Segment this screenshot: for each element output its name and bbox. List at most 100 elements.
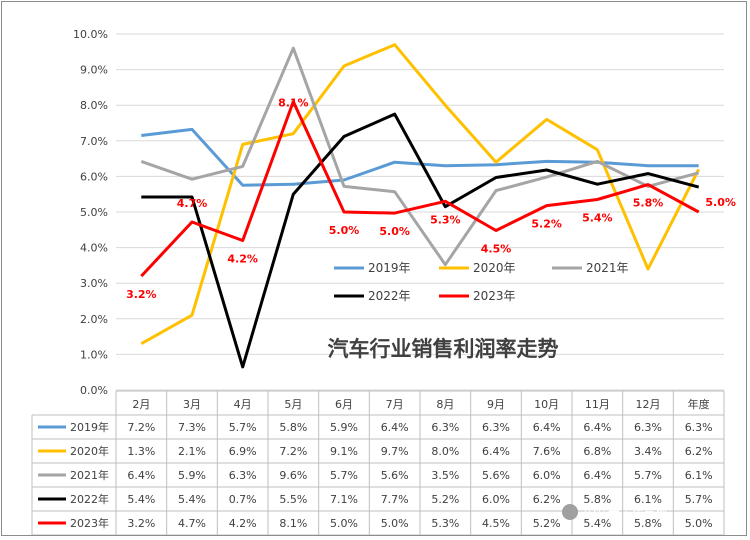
- table-cell: 5.4%: [178, 493, 206, 506]
- table-cell: 6.3%: [482, 421, 510, 434]
- category-label: 3月: [183, 398, 201, 411]
- profit-margin-chart: 0.0% 1.0% 2.0% 3.0% 4.0% 5.0% 6.0% 7.0% 8.0% 9.0%…: [31, 28, 736, 536]
- legend-label: 2022年: [368, 289, 411, 303]
- data-labels: 3.2% 4.7% 4.2% 8.1% 5.0% 5.0% 5.3% 4.5% 5.2% 5.4%…: [126, 97, 736, 301]
- legend-label: 2020年: [473, 261, 516, 275]
- table-cell: 5.9%: [178, 469, 206, 482]
- table-cell: 5.0%: [685, 517, 713, 530]
- category-label: 7月: [386, 398, 404, 411]
- table-cell: 4.7%: [178, 517, 206, 530]
- table-cell: 3.4%: [634, 445, 662, 458]
- table-cell: 7.1%: [330, 493, 358, 506]
- data-label: 4.5%: [481, 243, 512, 256]
- table-row-label: 2022年: [70, 492, 109, 506]
- category-label: 2月: [132, 398, 150, 411]
- legend-label: 2019年: [368, 261, 411, 275]
- table-cell: 9.1%: [330, 445, 358, 458]
- legend-label: 2021年: [586, 261, 629, 275]
- table-cell: 4.5%: [482, 517, 510, 530]
- category-label: 6月: [335, 398, 353, 411]
- table-cell: 5.8%: [583, 493, 611, 506]
- table-cell: 6.9%: [229, 445, 257, 458]
- table-cell: 5.7%: [330, 469, 358, 482]
- table-cell: 5.8%: [634, 517, 662, 530]
- table-cell: 7.3%: [178, 421, 206, 434]
- table-cell: 9.6%: [279, 469, 307, 482]
- y-tick-label: 4.0%: [80, 242, 108, 255]
- table-cell: 5.8%: [279, 421, 307, 434]
- category-label: 年度: [688, 397, 710, 411]
- data-label: 4.7%: [177, 197, 208, 210]
- y-tick-label: 2.0%: [80, 313, 108, 326]
- table-cell: 6.2%: [685, 445, 713, 458]
- table-cell: 0.7%: [229, 493, 257, 506]
- table-cell: 5.5%: [279, 493, 307, 506]
- table-cell: 4.2%: [229, 517, 257, 530]
- table-cell: 3.2%: [127, 517, 155, 530]
- data-label: 3.2%: [126, 288, 157, 301]
- category-label: 5月: [284, 398, 302, 411]
- table-cell: 5.7%: [634, 469, 662, 482]
- table-cell: 3.5%: [431, 469, 459, 482]
- y-tick-label: 9.0%: [80, 64, 108, 77]
- data-label: 5.8%: [633, 197, 664, 210]
- y-tick-label: 0.0%: [80, 384, 108, 397]
- data-label: 5.0%: [329, 224, 360, 237]
- category-label: 8月: [436, 398, 454, 411]
- table-cell: 5.9%: [330, 421, 358, 434]
- table-cell: 7.2%: [279, 445, 307, 458]
- data-label: 5.0%: [379, 225, 410, 238]
- table-cell: 7.7%: [381, 493, 409, 506]
- y-tick-label: 8.0%: [80, 99, 108, 112]
- table-cell: 6.1%: [634, 493, 662, 506]
- watermark-text: 公众号 · 崔东树: [584, 504, 667, 519]
- table-row-label: 2023年: [70, 516, 109, 530]
- table-cell: 6.3%: [431, 421, 459, 434]
- table-cell: 5.2%: [533, 517, 561, 530]
- category-label: 4月: [234, 398, 252, 411]
- table-cell: 5.7%: [229, 421, 257, 434]
- table-cell: 6.4%: [127, 469, 155, 482]
- table-cell: 7.6%: [533, 445, 561, 458]
- y-tick-label: 6.0%: [80, 170, 108, 183]
- series-line: [141, 112, 700, 369]
- table-cell: 2.1%: [178, 445, 206, 458]
- table-cell: 8.1%: [279, 517, 307, 530]
- category-label: 12月: [636, 398, 661, 411]
- y-tick-label: 7.0%: [80, 135, 108, 148]
- table-cell: 6.1%: [685, 469, 713, 482]
- category-label: 11月: [585, 398, 610, 411]
- table-cell: 6.4%: [482, 445, 510, 458]
- table-cell: 1.3%: [127, 445, 155, 458]
- table-cell: 6.0%: [482, 493, 510, 506]
- data-label: 8.1%: [278, 97, 309, 110]
- table-cell: 5.0%: [381, 517, 409, 530]
- table-row-label: 2019年: [70, 420, 109, 434]
- data-label: 5.3%: [430, 213, 461, 226]
- table-cell: 6.3%: [634, 421, 662, 434]
- table-row-label: 2021年: [70, 468, 109, 482]
- data-label: 4.2%: [227, 252, 258, 265]
- table-cell: 5.2%: [431, 493, 459, 506]
- series-line: [140, 100, 700, 278]
- table-cell: 6.4%: [533, 421, 561, 434]
- series-line: [140, 46, 700, 267]
- table-cell: 5.6%: [482, 469, 510, 482]
- category-label: 10月: [534, 398, 559, 411]
- y-tick-label: 10.0%: [73, 28, 108, 41]
- legend: 2019年 2020年 2021年 2022年 2023年: [334, 261, 629, 303]
- table-cell: 6.3%: [229, 469, 257, 482]
- series-lines: [140, 43, 701, 369]
- data-label: 5.2%: [531, 218, 562, 231]
- watermark: 公众号 · 崔东树: [562, 504, 667, 520]
- table-cell: 5.4%: [127, 493, 155, 506]
- chart-title: 汽车行业销售利润率走势: [328, 337, 559, 361]
- table-cell: 5.0%: [330, 517, 358, 530]
- table-cell: 7.2%: [127, 421, 155, 434]
- table-cell: 6.2%: [533, 493, 561, 506]
- data-table: 2月 3月 4月 5月 6月 7月 8月 9月 10月 11月 12月 年度 2019年 7.2% 7.3%…: [31, 390, 725, 536]
- y-tick-label: 3.0%: [80, 277, 108, 290]
- table-cell: 6.0%: [533, 469, 561, 482]
- data-label: 5.4%: [582, 212, 613, 225]
